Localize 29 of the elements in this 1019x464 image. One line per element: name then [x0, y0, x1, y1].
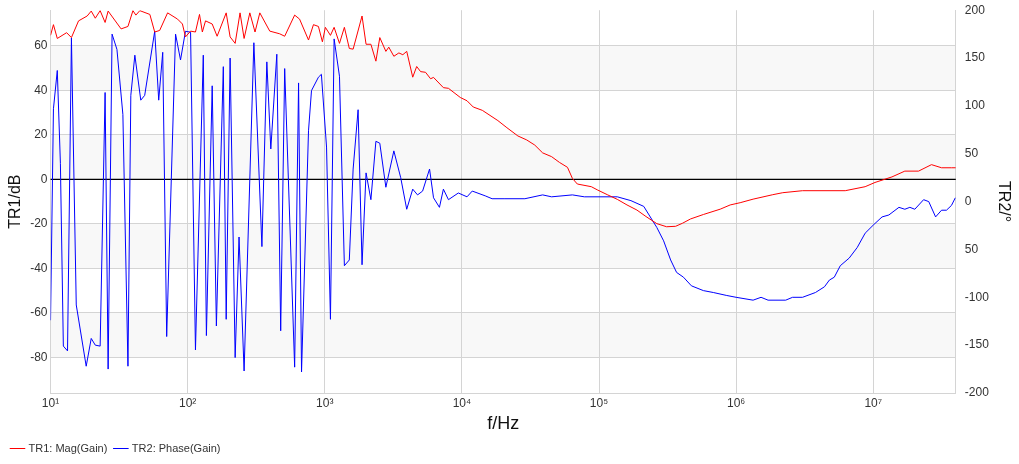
y2-tick-label: 50: [964, 146, 979, 161]
legend-label: TR2: Phase(Gain): [131, 441, 221, 454]
x-tick-label: 10⁶: [726, 395, 746, 410]
y2-tick-label: -200: [964, 385, 990, 400]
x-axis-title: f/Hz: [487, 413, 520, 434]
x-tick-label: 10⁵: [589, 395, 609, 410]
y2-tick-label: 50: [964, 241, 979, 256]
y2-tick-label: 200: [964, 2, 986, 17]
y2-tick-label: -150: [964, 337, 990, 352]
y2-tick-label: -100: [964, 289, 990, 304]
y-tick-label: 60: [34, 38, 48, 53]
y2-tick-label: 100: [964, 98, 986, 113]
y-axis-title: TR1/dB: [6, 174, 24, 229]
x-tick-label: 10¹: [41, 395, 60, 410]
y2-tick-label: 150: [964, 50, 986, 65]
x-tick-label: 10²: [178, 395, 197, 410]
y-tick-label: 40: [34, 82, 48, 97]
y2-tick-label: 0: [964, 193, 972, 208]
y-tick-label: -20: [30, 216, 48, 231]
legend-label: TR1: Mag(Gain): [28, 441, 108, 454]
x-tick-label: 10⁴: [452, 395, 472, 410]
x-tick-label: 10⁷: [864, 395, 883, 410]
y-tick-label: 20: [34, 127, 48, 142]
y-tick-label: 0: [40, 171, 48, 186]
x-tick-label: 10³: [316, 395, 334, 410]
y2-axis-title: TR2/°: [995, 181, 1013, 223]
y-tick-label: -80: [30, 349, 48, 364]
y-tick-label: -60: [30, 305, 48, 320]
y-tick-label: -40: [30, 260, 48, 275]
